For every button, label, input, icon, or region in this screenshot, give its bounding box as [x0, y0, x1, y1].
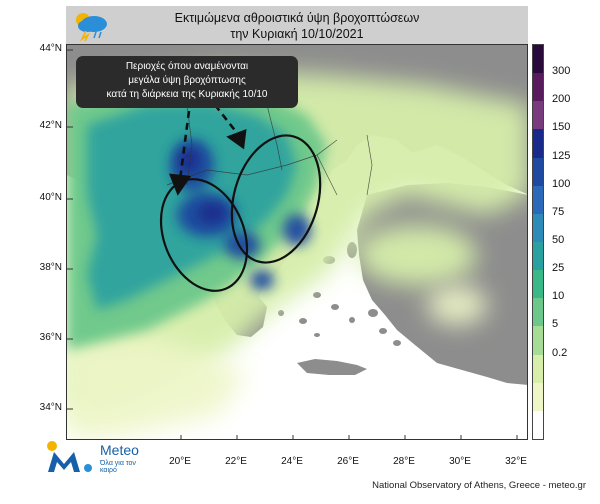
weather-cloud-sun-icon — [76, 13, 107, 42]
colorbar-label: 150 — [552, 121, 571, 134]
colorbar-label: 200 — [552, 93, 571, 106]
colorbar-segment — [533, 298, 543, 327]
lon-label-26: 26°E — [337, 456, 359, 467]
colorbar-segment — [533, 213, 543, 243]
lon-label-28: 28°E — [393, 456, 415, 467]
lat-label-38: 38°N — [39, 262, 62, 273]
lat-label-34: 34°N — [39, 402, 62, 413]
meteo-m-icon — [47, 441, 92, 472]
rainfall-colorbar — [532, 44, 544, 440]
logo-name: Meteo — [100, 442, 139, 458]
lon-label-20: 20°E — [169, 456, 191, 467]
rain-very-heavy — [179, 148, 226, 223]
colorbar-label: 25 — [552, 262, 565, 275]
rain-pale — [67, 285, 487, 439]
graticule-ticks — [67, 49, 518, 439]
logo-tagline: Όλα για τον καιρό — [100, 460, 136, 474]
title-bar: Εκτιμώμενα αθροιστικά ύψη βροχοπτώσεων τ… — [66, 6, 528, 44]
colorbar-label: 5 — [552, 318, 559, 331]
highlight-ellipses — [159, 134, 322, 292]
rainfall-map — [66, 44, 528, 440]
map-title-line-2: την Κυριακή 10/10/2021 — [230, 27, 364, 41]
colorbar-label: 10 — [552, 290, 565, 303]
colorbar-segment — [533, 101, 543, 130]
lat-label-36: 36°N — [39, 332, 62, 343]
colorbar-segment — [533, 129, 543, 159]
annotation-line-3: κατά τη διάρκεια της Κυριακής 10/10 — [106, 89, 268, 100]
colorbar-label: 300 — [552, 65, 571, 78]
lon-label-32: 32°E — [505, 456, 527, 467]
colorbar-label: 125 — [552, 149, 571, 162]
lon-label-22: 22°E — [225, 456, 247, 467]
colorbar-segment — [533, 45, 543, 74]
country-borders — [166, 104, 373, 196]
map-title-line-1: Εκτιμώμενα αθροιστικά ύψη βροχοπτώσεων — [174, 11, 420, 25]
colorbar-segment — [533, 185, 543, 215]
colorbar-segment — [533, 242, 543, 271]
colorbar-segment — [533, 73, 543, 102]
colorbar-segment — [533, 354, 543, 384]
annotation-line-1: Περιοχές όπου αναμένονται — [125, 61, 249, 72]
source-credit: National Observatory of Athens, Greece -… — [372, 480, 586, 491]
lat-label-42: 42°N — [39, 120, 62, 131]
lat-label-44: 44°N — [39, 43, 62, 54]
colorbar-label: 100 — [552, 177, 571, 190]
lon-label-30: 30°E — [449, 456, 471, 467]
colorbar-segment — [533, 382, 543, 412]
lon-label-24: 24°E — [281, 456, 303, 467]
colorbar-label: 0.2 — [552, 346, 568, 359]
lat-label-40: 40°N — [39, 192, 62, 203]
annotation-box: Περιοχές όπου αναμένονται μεγάλα ύψη βρο… — [76, 56, 298, 108]
meteo-logo: Meteo Όλα για τον καιρό — [44, 440, 144, 474]
map-canvas — [67, 45, 527, 439]
colorbar-segment — [533, 410, 543, 440]
colorbar-segment — [533, 270, 543, 299]
colorbar-label: 50 — [552, 234, 565, 246]
colorbar-segment — [533, 157, 543, 187]
colorbar-label: 75 — [552, 205, 565, 218]
annotation-line-2: μεγάλα ύψη βροχόπτωσης — [128, 75, 246, 86]
colorbar-segment — [533, 326, 543, 356]
